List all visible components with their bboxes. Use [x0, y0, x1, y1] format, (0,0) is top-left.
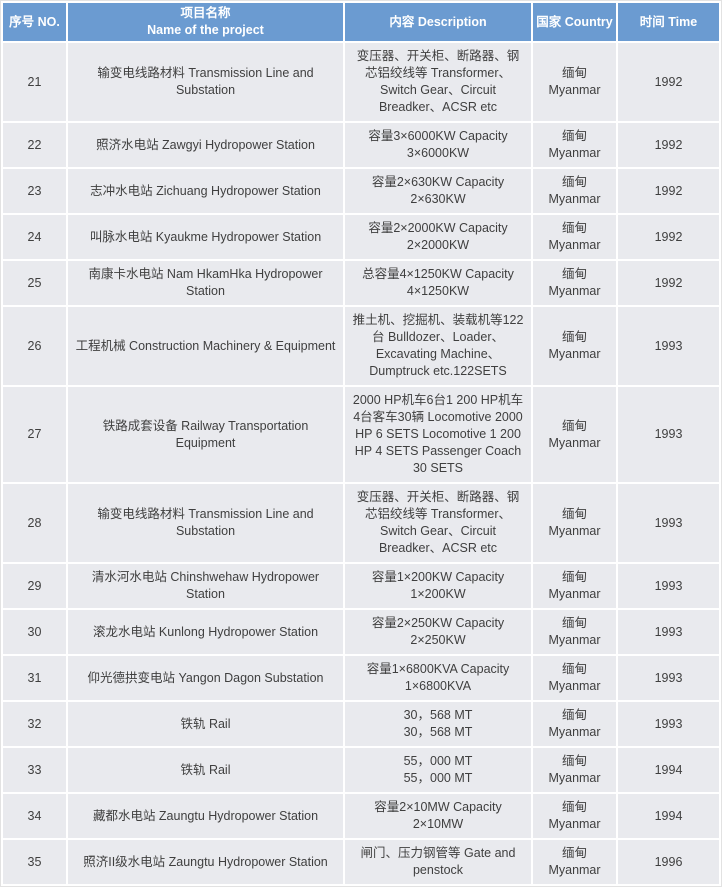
cell-country: 缅甸 Myanmar	[533, 656, 616, 700]
cell-country: 缅甸 Myanmar	[533, 307, 616, 385]
cell-time: 1993	[618, 387, 719, 482]
table-row: 24 叫脉水电站 Kyaukme Hydropower Station 容量2×…	[3, 215, 719, 259]
cell-country: 缅甸 Myanmar	[533, 840, 616, 884]
column-header-time: 时间 Time	[618, 3, 719, 41]
cell-no: 35	[3, 840, 66, 884]
column-header-no: 序号 NO.	[3, 3, 66, 41]
cell-country: 缅甸 Myanmar	[533, 387, 616, 482]
cell-country: 缅甸 Myanmar	[533, 484, 616, 562]
cell-country: 缅甸 Myanmar	[533, 261, 616, 305]
cell-no: 33	[3, 748, 66, 792]
cell-description: 容量3×6000KW Capacity 3×6000KW	[345, 123, 531, 167]
table-row: 35 照济II级水电站 Zaungtu Hydropower Station 闸…	[3, 840, 719, 884]
cell-project-name: 照济水电站 Zawgyi Hydropower Station	[68, 123, 343, 167]
column-header-project-name: 项目名称 Name of the project	[68, 3, 343, 41]
cell-time: 1994	[618, 794, 719, 838]
cell-no: 34	[3, 794, 66, 838]
table-row: 31 仰光德拱变电站 Yangon Dagon Substation 容量1×6…	[3, 656, 719, 700]
cell-no: 28	[3, 484, 66, 562]
cell-no: 25	[3, 261, 66, 305]
cell-description: 容量1×6800KVA Capacity 1×6800KVA	[345, 656, 531, 700]
cell-no: 27	[3, 387, 66, 482]
cell-description: 推土机、挖掘机、装载机等122台 Bulldozer、Loader、Excava…	[345, 307, 531, 385]
cell-description: 容量2×250KW Capacity 2×250KW	[345, 610, 531, 654]
table-row: 28 输变电线路材料 Transmission Line and Substat…	[3, 484, 719, 562]
cell-description: 容量2×2000KW Capacity 2×2000KW	[345, 215, 531, 259]
cell-no: 32	[3, 702, 66, 746]
cell-country: 缅甸 Myanmar	[533, 169, 616, 213]
header-row: 序号 NO. 项目名称 Name of the project 内容 Descr…	[3, 3, 719, 41]
table-header: 序号 NO. 项目名称 Name of the project 内容 Descr…	[3, 3, 719, 41]
cell-project-name: 输变电线路材料 Transmission Line and Substation	[68, 484, 343, 562]
cell-description: 容量1×200KW Capacity 1×200KW	[345, 564, 531, 608]
cell-no: 29	[3, 564, 66, 608]
cell-time: 1992	[618, 123, 719, 167]
cell-description: 容量2×630KW Capacity 2×630KW	[345, 169, 531, 213]
cell-project-name: 照济II级水电站 Zaungtu Hydropower Station	[68, 840, 343, 884]
cell-time: 1994	[618, 748, 719, 792]
cell-project-name: 工程机械 Construction Machinery & Equipment	[68, 307, 343, 385]
table-row: 27 铁路成套设备 Railway Transportation Equipme…	[3, 387, 719, 482]
cell-description: 容量2×10MW Capacity 2×10MW	[345, 794, 531, 838]
table-row: 23 志冲水电站 Zichuang Hydropower Station 容量2…	[3, 169, 719, 213]
cell-time: 1993	[618, 702, 719, 746]
table-row: 29 清水河水电站 Chinshwehaw Hydropower Station…	[3, 564, 719, 608]
cell-project-name: 志冲水电站 Zichuang Hydropower Station	[68, 169, 343, 213]
cell-time: 1992	[618, 215, 719, 259]
cell-time: 1993	[618, 564, 719, 608]
cell-time: 1996	[618, 840, 719, 884]
cell-time: 1993	[618, 484, 719, 562]
cell-country: 缅甸 Myanmar	[533, 564, 616, 608]
cell-country: 缅甸 Myanmar	[533, 123, 616, 167]
cell-project-name: 铁路成套设备 Railway Transportation Equipment	[68, 387, 343, 482]
cell-country: 缅甸 Myanmar	[533, 702, 616, 746]
cell-project-name: 输变电线路材料 Transmission Line and Substation	[68, 43, 343, 121]
table-row: 33 铁轨 Rail 55，000 MT 55，000 MT 缅甸 Myanma…	[3, 748, 719, 792]
cell-country: 缅甸 Myanmar	[533, 43, 616, 121]
table-row: 22 照济水电站 Zawgyi Hydropower Station 容量3×6…	[3, 123, 719, 167]
cell-description: 30，568 MT 30，568 MT	[345, 702, 531, 746]
cell-no: 30	[3, 610, 66, 654]
cell-no: 21	[3, 43, 66, 121]
cell-project-name: 仰光德拱变电站 Yangon Dagon Substation	[68, 656, 343, 700]
cell-time: 1992	[618, 43, 719, 121]
cell-project-name: 铁轨 Rail	[68, 748, 343, 792]
column-header-country: 国家 Country	[533, 3, 616, 41]
cell-description: 闸门、压力钢管等 Gate and penstock	[345, 840, 531, 884]
cell-no: 22	[3, 123, 66, 167]
cell-project-name: 南康卡水电站 Nam HkamHka Hydropower Station	[68, 261, 343, 305]
cell-project-name: 清水河水电站 Chinshwehaw Hydropower Station	[68, 564, 343, 608]
cell-time: 1993	[618, 307, 719, 385]
cell-time: 1992	[618, 169, 719, 213]
cell-description: 55，000 MT 55，000 MT	[345, 748, 531, 792]
cell-country: 缅甸 Myanmar	[533, 794, 616, 838]
cell-no: 24	[3, 215, 66, 259]
cell-description: 总容量4×1250KW Capacity 4×1250KW	[345, 261, 531, 305]
cell-time: 1992	[618, 261, 719, 305]
cell-project-name: 藏都水电站 Zaungtu Hydropower Station	[68, 794, 343, 838]
cell-description: 变压器、开关柜、断路器、钢芯铝绞线等 Transformer、Switch Ge…	[345, 43, 531, 121]
column-header-description: 内容 Description	[345, 3, 531, 41]
cell-no: 23	[3, 169, 66, 213]
table-row: 34 藏都水电站 Zaungtu Hydropower Station 容量2×…	[3, 794, 719, 838]
table-row: 30 滚龙水电站 Kunlong Hydropower Station 容量2×…	[3, 610, 719, 654]
cell-description: 2000 HP机车6台1 200 HP机车4台客车30辆 Locomotive …	[345, 387, 531, 482]
cell-country: 缅甸 Myanmar	[533, 610, 616, 654]
cell-no: 31	[3, 656, 66, 700]
table-row: 26 工程机械 Construction Machinery & Equipme…	[3, 307, 719, 385]
table-row: 21 输变电线路材料 Transmission Line and Substat…	[3, 43, 719, 121]
cell-project-name: 叫脉水电站 Kyaukme Hydropower Station	[68, 215, 343, 259]
cell-country: 缅甸 Myanmar	[533, 748, 616, 792]
cell-time: 1993	[618, 656, 719, 700]
cell-description: 变压器、开关柜、断路器、钢芯铝绞线等 Transformer、Switch Ge…	[345, 484, 531, 562]
cell-no: 26	[3, 307, 66, 385]
cell-project-name: 滚龙水电站 Kunlong Hydropower Station	[68, 610, 343, 654]
cell-country: 缅甸 Myanmar	[533, 215, 616, 259]
cell-time: 1993	[618, 610, 719, 654]
table-row: 25 南康卡水电站 Nam HkamHka Hydropower Station…	[3, 261, 719, 305]
cell-project-name: 铁轨 Rail	[68, 702, 343, 746]
table-row: 32 铁轨 Rail 30，568 MT 30，568 MT 缅甸 Myanma…	[3, 702, 719, 746]
table-body: 21 输变电线路材料 Transmission Line and Substat…	[3, 43, 719, 884]
